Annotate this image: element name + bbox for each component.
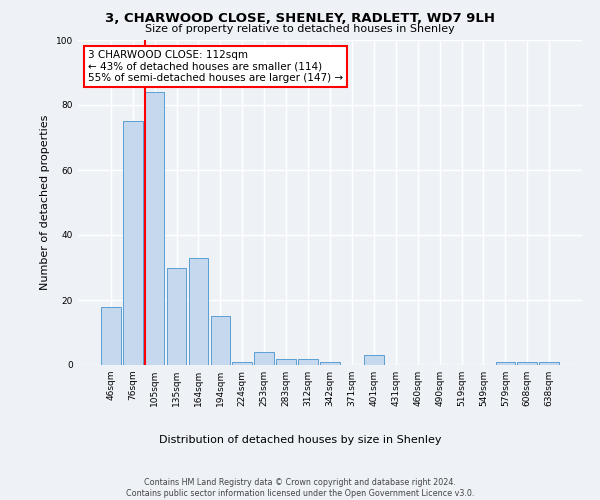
Bar	[254, 352, 274, 365]
Bar	[145, 92, 164, 365]
Bar	[320, 362, 340, 365]
Text: Distribution of detached houses by size in Shenley: Distribution of detached houses by size …	[159, 435, 441, 445]
Bar	[364, 355, 384, 365]
Bar	[539, 362, 559, 365]
Bar	[101, 306, 121, 365]
Bar	[232, 362, 252, 365]
Bar	[188, 258, 208, 365]
Bar	[517, 362, 537, 365]
Text: Contains HM Land Registry data © Crown copyright and database right 2024.
Contai: Contains HM Land Registry data © Crown c…	[126, 478, 474, 498]
Bar	[211, 316, 230, 365]
Text: 3 CHARWOOD CLOSE: 112sqm
← 43% of detached houses are smaller (114)
55% of semi-: 3 CHARWOOD CLOSE: 112sqm ← 43% of detach…	[88, 50, 343, 83]
Bar	[496, 362, 515, 365]
Bar	[167, 268, 187, 365]
Bar	[123, 121, 143, 365]
Bar	[276, 358, 296, 365]
Bar	[298, 358, 318, 365]
Y-axis label: Number of detached properties: Number of detached properties	[40, 115, 50, 290]
Text: Size of property relative to detached houses in Shenley: Size of property relative to detached ho…	[145, 24, 455, 34]
Text: 3, CHARWOOD CLOSE, SHENLEY, RADLETT, WD7 9LH: 3, CHARWOOD CLOSE, SHENLEY, RADLETT, WD7…	[105, 12, 495, 26]
